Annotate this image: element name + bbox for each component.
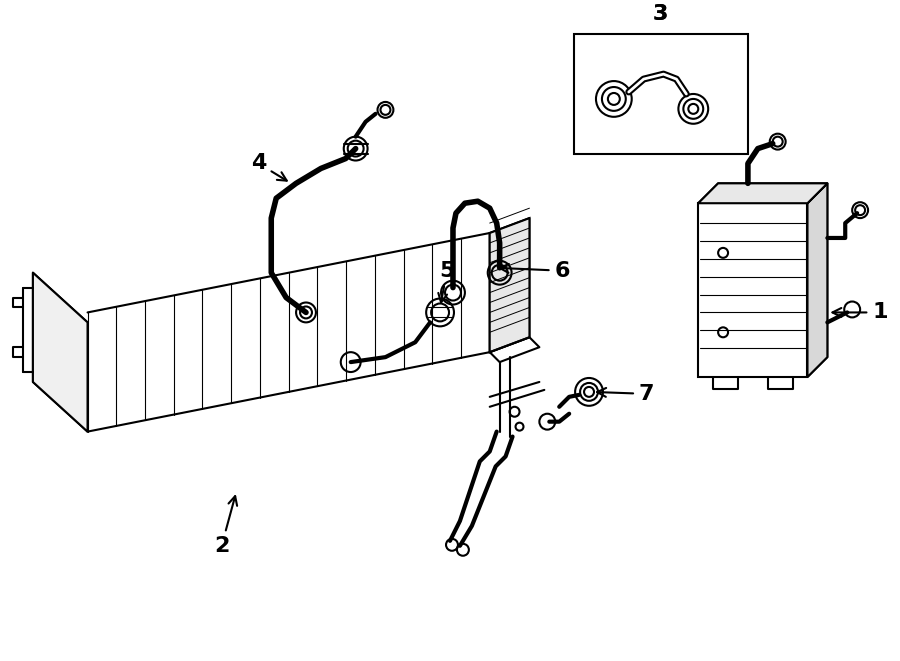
Bar bbox=[574, 34, 748, 153]
Text: 3: 3 bbox=[652, 5, 668, 24]
Polygon shape bbox=[807, 183, 827, 377]
Text: 3: 3 bbox=[652, 5, 668, 24]
Text: 6: 6 bbox=[500, 260, 570, 281]
Text: 7: 7 bbox=[597, 384, 654, 404]
Text: 2: 2 bbox=[214, 496, 237, 556]
Text: 5: 5 bbox=[438, 260, 454, 303]
Polygon shape bbox=[698, 183, 827, 203]
Text: 1: 1 bbox=[832, 303, 887, 323]
Polygon shape bbox=[490, 218, 529, 352]
Text: 4: 4 bbox=[251, 153, 287, 180]
Bar bbox=[698, 203, 807, 377]
Polygon shape bbox=[33, 273, 87, 432]
